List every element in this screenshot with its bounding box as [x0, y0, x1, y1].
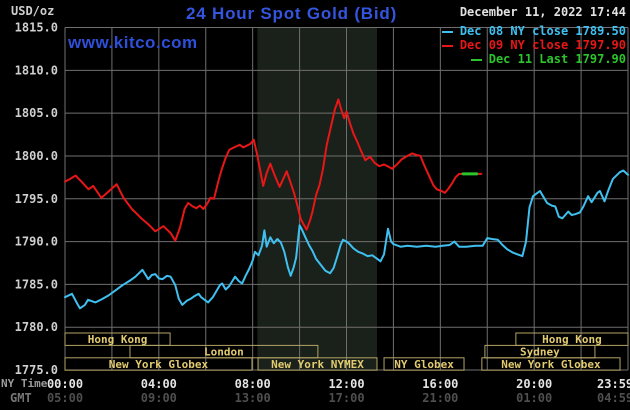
session-box [64, 357, 253, 371]
legend-dash-dec11-icon [470, 58, 482, 61]
x-tick-label-ny: 12:00 [328, 377, 364, 391]
session-box [64, 332, 171, 346]
x-tick-label-gmt: 17:00 [328, 391, 364, 405]
x-tick-label-gmt: 13:00 [235, 391, 271, 405]
session-label: New York Globex [501, 358, 601, 371]
legend-label-dec08: Dec 08 NY close 1789.50 [459, 24, 626, 38]
y-tick-label: 1780.0 [15, 320, 58, 334]
y-axis-units-label: USD/oz [11, 4, 55, 18]
x-tick-label-ny: 16:00 [422, 377, 458, 391]
legend-label-dec11: Dec 11 Last 1797.90 [488, 52, 626, 66]
y-tick-label: 1795.0 [15, 192, 58, 206]
y-tick-label: 1805.0 [15, 106, 58, 120]
x-tick-label-ny: 04:00 [141, 377, 177, 391]
session-label: London [204, 345, 244, 358]
session-box [257, 357, 378, 371]
legend-item-dec09: Dec 09 NY close 1797.90 [441, 38, 626, 52]
y-tick-label: 1810.0 [15, 63, 58, 77]
x-axis-ny-time-label: NY Time [1, 377, 48, 390]
session-label: New York NYMEX [271, 358, 364, 371]
legend-label-dec09: Dec 09 NY close 1797.90 [459, 38, 626, 52]
chart-title: 24 Hour Spot Gold (Bid) [186, 4, 398, 23]
x-axis-gmt-label: GMT [10, 391, 32, 405]
session-box [383, 357, 465, 371]
y-tick-label: 1785.0 [15, 277, 58, 291]
chart-datetime: December 11, 2022 17:44 [459, 5, 626, 19]
y-tick-label: 1800.0 [15, 149, 58, 163]
session-label: Hong Kong [88, 333, 148, 346]
x-tick-label-ny: 20:00 [516, 377, 552, 391]
x-tick-label-ny: 23:59 [597, 377, 630, 391]
session-box [481, 357, 621, 371]
x-tick-label-gmt: 21:00 [422, 391, 458, 405]
chart-legend: Dec 08 NY close 1789.50 Dec 09 NY close … [441, 24, 626, 66]
legend-item-dec08: Dec 08 NY close 1789.50 [441, 24, 626, 38]
x-tick-label-ny: 08:00 [235, 377, 271, 391]
legend-item-dec11: Dec 11 Last 1797.90 [442, 52, 626, 66]
session-label: Sydney [520, 345, 560, 358]
kitco-watermark-link[interactable]: www.kitco.com [68, 33, 198, 52]
y-tick-label: 1775.0 [15, 363, 58, 377]
x-tick-label-gmt: 01:00 [516, 391, 552, 405]
x-tick-label-gmt: 05:00 [47, 391, 83, 405]
x-tick-label-gmt: 09:00 [141, 391, 177, 405]
legend-dash-dec08-icon [441, 30, 453, 33]
series-line-dec08 [64, 169, 629, 310]
session-label: NY Globex [394, 358, 454, 371]
y-tick-label: 1790.0 [15, 235, 58, 249]
x-tick-label-ny: 00:00 [47, 377, 83, 391]
series-line-dec09 [64, 98, 483, 242]
legend-dash-dec09-icon [441, 44, 453, 47]
session-label: New York Globex [109, 358, 209, 371]
y-tick-label: 1815.0 [15, 21, 58, 35]
session-label: Hong Kong [542, 333, 602, 346]
x-tick-label-gmt: 04:59 [597, 391, 630, 405]
